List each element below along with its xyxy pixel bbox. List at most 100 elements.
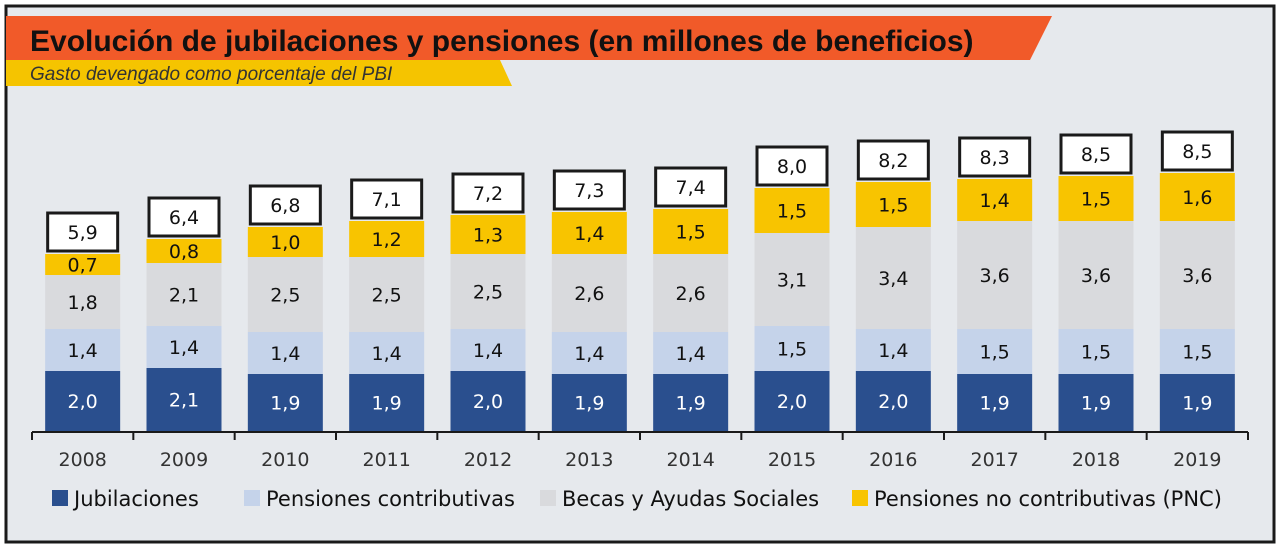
- bar-segment-pensiones_contributivas-2016: [855, 329, 931, 371]
- legend-label-becas: Becas y Ayudas Sociales: [562, 487, 819, 511]
- bar-segment-becas-2016: [855, 227, 931, 329]
- bar-segment-pensiones_contributivas-2018: [1058, 329, 1134, 374]
- bar-segment-pnc-2010: [247, 227, 323, 257]
- segment-label-becas-2016: 3,4: [878, 268, 908, 290]
- bar-segment-pensiones_contributivas-2009: [146, 326, 222, 368]
- bar-segment-pnc-2018: [1058, 176, 1134, 221]
- bar-segment-jubilaciones-2008: [45, 371, 121, 431]
- total-box-2017: [958, 136, 1032, 178]
- segment-label-becas-2014: 2,6: [676, 283, 706, 305]
- segment-label-pensiones_contributivas-2019: 1,5: [1182, 342, 1212, 364]
- x-tick-label-2009: 2009: [160, 449, 208, 471]
- bar-segment-jubilaciones-2015: [754, 371, 830, 431]
- bar-segment-pnc-2017: [957, 179, 1033, 221]
- segment-label-jubilaciones-2009: 2,1: [169, 390, 199, 412]
- bar-segment-becas-2012: [450, 254, 526, 329]
- segment-label-jubilaciones-2018: 1,9: [1081, 393, 1111, 415]
- total-label-2019: 8,5: [1182, 141, 1212, 163]
- segment-label-becas-2015: 3,1: [777, 270, 807, 292]
- legend: Jubilaciones Pensiones contributivas Becas…: [52, 487, 1222, 511]
- segment-label-pnc-2008: 0,7: [68, 255, 98, 277]
- bar-segment-jubilaciones-2011: [349, 374, 425, 431]
- total-box-2008: [46, 211, 120, 253]
- total-label-2009: 6,4: [169, 207, 199, 229]
- x-axis-ticks: 2008 2009 2010 2011 2012 2013 2014 2015 2016 2017…: [31, 432, 1249, 471]
- segment-label-pensiones_contributivas-2016: 1,4: [878, 340, 908, 362]
- title-band: [6, 16, 1052, 60]
- bar-segment-pnc-2014: [653, 209, 729, 254]
- segment-label-pnc-2013: 1,4: [574, 223, 604, 245]
- chart-subtitle: Gasto devengado como porcentaje del PBI: [30, 64, 393, 85]
- segment-label-jubilaciones-2008: 2,0: [68, 391, 98, 413]
- bar-segment-becas-2011: [349, 257, 425, 332]
- segment-label-jubilaciones-2012: 2,0: [473, 391, 503, 413]
- bar-segment-becas-2008: [45, 275, 121, 329]
- bar-segment-pnc-2019: [1159, 173, 1235, 221]
- bar-segment-pnc-2012: [450, 215, 526, 254]
- segment-label-pnc-2014: 1,5: [676, 222, 706, 244]
- bar-segment-pensiones_contributivas-2014: [653, 332, 729, 374]
- total-label-2015: 8,0: [777, 156, 807, 178]
- bar-segment-jubilaciones-2010: [247, 374, 323, 431]
- segment-label-pnc-2019: 1,6: [1182, 187, 1212, 209]
- segment-label-pensiones_contributivas-2014: 1,4: [676, 343, 706, 365]
- bar-segment-pensiones_contributivas-2019: [1159, 329, 1235, 374]
- segment-label-pnc-2012: 1,3: [473, 225, 503, 247]
- bar-segment-jubilaciones-2016: [855, 371, 931, 431]
- segment-label-jubilaciones-2010: 1,9: [270, 393, 300, 415]
- segment-label-becas-2011: 2,5: [372, 285, 402, 307]
- bar-segment-pensiones_contributivas-2012: [450, 329, 526, 371]
- legend-swatch-pnc: [852, 490, 868, 506]
- bar-segment-pensiones_contributivas-2011: [349, 332, 425, 374]
- legend-swatch-jubilaciones: [52, 490, 68, 506]
- bar-segment-becas-2019: [1159, 221, 1235, 329]
- total-box-2018: [1059, 133, 1133, 175]
- bar-segment-becas-2013: [551, 254, 627, 332]
- legend-swatch-pensiones_contributivas: [244, 490, 260, 506]
- segment-label-jubilaciones-2019: 1,9: [1182, 393, 1212, 415]
- total-label-2011: 7,1: [372, 189, 402, 211]
- bar-segment-jubilaciones-2018: [1058, 374, 1134, 431]
- x-tick-label-2010: 2010: [261, 449, 309, 471]
- x-tick-label-2008: 2008: [58, 449, 106, 471]
- x-tick-label-2012: 2012: [464, 449, 512, 471]
- x-tick-label-2018: 2018: [1072, 449, 1120, 471]
- x-tick-label-2016: 2016: [869, 449, 917, 471]
- total-label-2014: 7,4: [676, 177, 706, 199]
- segment-label-pnc-2017: 1,4: [980, 190, 1010, 212]
- segment-label-pensiones_contributivas-2010: 1,4: [270, 343, 300, 365]
- chart-title: Evolución de jubilaciones y pensiones (e…: [30, 25, 974, 58]
- bar-segment-jubilaciones-2019: [1159, 374, 1235, 431]
- bar-segment-becas-2018: [1058, 221, 1134, 329]
- total-box-2013: [552, 169, 626, 211]
- total-box-2015: [755, 145, 829, 187]
- total-label-2010: 6,8: [270, 195, 300, 217]
- bar-segment-pensiones_contributivas-2010: [247, 332, 323, 374]
- segment-label-jubilaciones-2015: 2,0: [777, 391, 807, 413]
- segment-label-becas-2018: 3,6: [1081, 265, 1111, 287]
- total-label-2013: 7,3: [574, 180, 604, 202]
- total-box-2016: [856, 139, 930, 181]
- segment-label-pensiones_contributivas-2017: 1,5: [980, 342, 1010, 364]
- bar-segment-jubilaciones-2009: [146, 368, 222, 431]
- total-box-2011: [350, 178, 424, 220]
- segment-label-becas-2013: 2,6: [574, 283, 604, 305]
- bar-segment-pensiones_contributivas-2008: [45, 329, 121, 371]
- bar-segment-pnc-2009: [146, 239, 222, 263]
- x-tick-label-2019: 2019: [1173, 449, 1221, 471]
- segment-label-pensiones_contributivas-2015: 1,5: [777, 339, 807, 361]
- x-tick-label-2013: 2013: [565, 449, 613, 471]
- segment-label-pensiones_contributivas-2011: 1,4: [372, 343, 402, 365]
- legend-swatch-becas: [540, 490, 556, 506]
- segment-label-becas-2012: 2,5: [473, 282, 503, 304]
- total-label-2018: 8,5: [1081, 144, 1111, 166]
- bar-segment-pensiones_contributivas-2017: [957, 329, 1033, 374]
- x-tick-label-2017: 2017: [970, 449, 1018, 471]
- bar-segment-becas-2017: [957, 221, 1033, 329]
- bar-segment-pnc-2013: [551, 212, 627, 254]
- segment-label-becas-2010: 2,5: [270, 285, 300, 307]
- segment-label-pnc-2009: 0,8: [169, 241, 199, 263]
- total-box-2019: [1160, 130, 1234, 172]
